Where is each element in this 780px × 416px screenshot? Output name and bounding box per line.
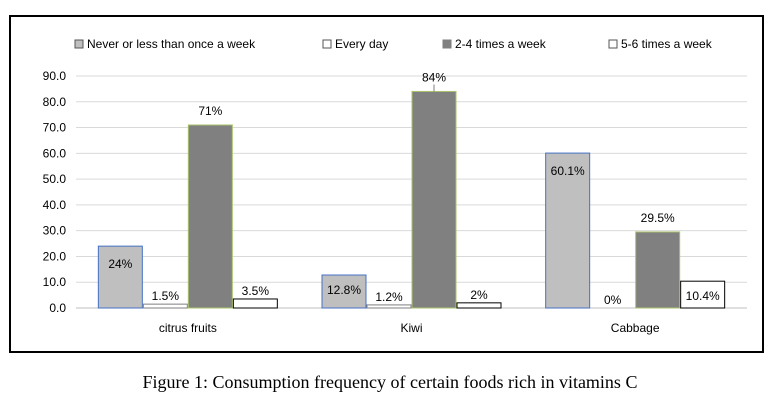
legend-swatch [74,39,84,49]
legend: Never or less than once a week Every day 2… [74,37,713,51]
legend-swatch [322,39,332,49]
chart-frame: Never or less than once a week Every day 2… [9,15,764,353]
bar [456,302,502,309]
legend-entry: Every day [335,37,388,51]
bar [635,231,681,309]
x-axis-categories: citrus fruits Kiwi Cabbage [159,321,660,335]
data-label: 12.8% [327,283,361,297]
y-tick-label: 30.0 [43,224,67,238]
category-label: citrus fruits [159,321,217,335]
y-tick-label: 70.0 [43,121,67,135]
y-tick-label: 40.0 [43,198,67,212]
data-label: 60.1% [551,164,585,178]
bar [545,152,591,309]
legend-entry: 5-6 times a week [621,37,713,51]
y-tick-label: 60.0 [43,146,67,160]
y-tick-label: 90.0 [43,69,67,83]
bars [97,90,726,309]
legend-entry: Never or less than once a week [87,37,256,51]
data-label: 24% [108,257,132,271]
data-label: 0% [604,293,622,307]
legend-swatch [442,39,452,49]
data-label: 1.5% [152,289,180,303]
bar [232,298,278,309]
data-labels: 24% 1.5% 71% 3.5% 12.8% 1.2% 84% 2% 60.1% 0% 29.5%… [108,70,720,307]
legend-entry: 2-4 times a week [455,37,547,51]
bar [411,90,457,309]
y-tick-label: 0.0 [49,301,66,315]
data-label: 84% [422,70,446,84]
figure-caption: Figure 1: Consumption frequency of certa… [142,372,638,392]
category-label: Kiwi [400,321,422,335]
bar-chart: Never or less than once a week Every day 2… [43,37,747,335]
bar [321,274,367,309]
bar [97,245,143,309]
data-label: 3.5% [242,284,270,298]
bar [680,280,726,309]
data-label: 1.2% [375,290,403,304]
y-tick-label: 20.0 [43,249,67,263]
y-axis-ticks: 0.0 10.0 20.0 30.0 40.0 50.0 60.0 70.0 80.0 90.0 [43,69,67,315]
y-tick-label: 80.0 [43,95,67,109]
bar [142,303,188,309]
bar [187,124,233,309]
y-tick-label: 10.0 [43,275,67,289]
data-label: 2% [470,288,488,302]
data-label: 71% [198,104,222,118]
category-label: Cabbage [611,321,660,335]
bar [366,304,412,309]
data-label: 29.5% [641,211,675,225]
y-tick-label: 50.0 [43,172,67,186]
data-label: 10.4% [686,289,720,303]
legend-swatch [608,39,618,49]
